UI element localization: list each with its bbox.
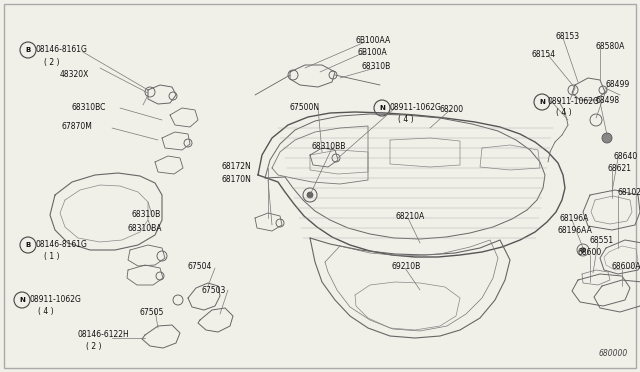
Text: 48320X: 48320X [60,70,90,79]
Text: 69210B: 69210B [392,262,421,271]
Text: 68154: 68154 [532,50,556,59]
Text: 68200: 68200 [440,105,464,114]
Circle shape [580,247,586,253]
Text: 68102: 68102 [618,188,640,197]
Text: 68551: 68551 [590,236,614,245]
Text: 68310BB: 68310BB [312,142,346,151]
Text: 68640: 68640 [614,152,638,161]
Text: 680000: 680000 [599,349,628,358]
Text: 68170N: 68170N [222,175,252,184]
Text: N: N [539,99,545,105]
Text: 68310B: 68310B [132,210,161,219]
Text: 08146-8161G: 08146-8161G [36,240,88,249]
Text: 6B100A: 6B100A [358,48,388,57]
Text: 67503: 67503 [202,286,227,295]
Text: 68621: 68621 [608,164,632,173]
Text: 68196A: 68196A [560,214,589,223]
Text: 68310B: 68310B [362,62,391,71]
Text: 08146-8161G: 08146-8161G [36,45,88,54]
Text: 67500N: 67500N [290,103,320,112]
Text: N: N [19,297,25,303]
Text: B: B [26,242,31,248]
Text: 68499: 68499 [605,80,629,89]
Text: 68600AA: 68600AA [612,262,640,271]
Text: ( 4 ): ( 4 ) [398,115,413,124]
Text: 68600: 68600 [578,248,602,257]
Text: ( 2 ): ( 2 ) [86,342,102,351]
Circle shape [307,192,313,198]
Text: 67505: 67505 [140,308,164,317]
Text: ( 4 ): ( 4 ) [38,307,54,316]
Text: 68498: 68498 [595,96,619,105]
Text: 67504: 67504 [188,262,212,271]
Text: ( 2 ): ( 2 ) [44,58,60,67]
Circle shape [602,133,612,143]
Text: 68310BC: 68310BC [72,103,106,112]
Text: ( 1 ): ( 1 ) [44,252,60,261]
Text: 08911-1062G: 08911-1062G [390,103,442,112]
Text: 68196AA: 68196AA [558,226,593,235]
Text: 68310BA: 68310BA [128,224,163,233]
Text: ( 4 ): ( 4 ) [556,108,572,117]
Text: 68210A: 68210A [395,212,424,221]
Text: 08146-6122H: 08146-6122H [78,330,130,339]
Text: 68580A: 68580A [595,42,625,51]
Text: B: B [26,47,31,53]
Text: 67870M: 67870M [62,122,93,131]
Text: N: N [379,105,385,111]
Text: 08911-1062G: 08911-1062G [30,295,82,304]
Text: 68153: 68153 [555,32,579,41]
Text: 68172N: 68172N [222,162,252,171]
Text: 6B100AA: 6B100AA [355,36,390,45]
Text: 08911-1062G: 08911-1062G [548,97,600,106]
